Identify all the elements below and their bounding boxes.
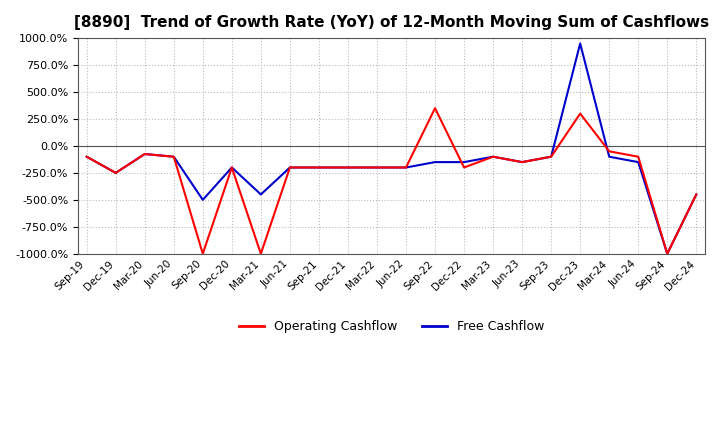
Free Cashflow [343,165,352,170]
Operating Cashflow [518,159,526,165]
Operating Cashflow [489,154,498,159]
Line: Operating Cashflow: Operating Cashflow [86,108,696,254]
Free Cashflow [546,154,555,159]
Free Cashflow [489,154,498,159]
Free Cashflow [256,192,265,197]
Operating Cashflow [663,251,672,257]
Operating Cashflow [460,165,469,170]
Operating Cashflow [169,154,178,159]
Free Cashflow [315,165,323,170]
Legend: Operating Cashflow, Free Cashflow: Operating Cashflow, Free Cashflow [233,315,549,338]
Free Cashflow [605,154,613,159]
Operating Cashflow [431,106,439,111]
Operating Cashflow [373,165,382,170]
Operating Cashflow [286,165,294,170]
Free Cashflow [199,197,207,202]
Operating Cashflow [343,165,352,170]
Operating Cashflow [256,251,265,257]
Free Cashflow [460,159,469,165]
Free Cashflow [169,154,178,159]
Free Cashflow [373,165,382,170]
Operating Cashflow [315,165,323,170]
Operating Cashflow [402,165,410,170]
Operating Cashflow [605,149,613,154]
Free Cashflow [663,251,672,257]
Operating Cashflow [546,154,555,159]
Free Cashflow [634,159,642,165]
Operating Cashflow [228,165,236,170]
Operating Cashflow [576,111,585,116]
Free Cashflow [692,192,701,197]
Line: Free Cashflow: Free Cashflow [86,44,696,254]
Operating Cashflow [199,251,207,257]
Free Cashflow [112,170,120,176]
Title: [8890]  Trend of Growth Rate (YoY) of 12-Month Moving Sum of Cashflows: [8890] Trend of Growth Rate (YoY) of 12-… [74,15,709,30]
Operating Cashflow [692,192,701,197]
Free Cashflow [140,151,149,157]
Free Cashflow [228,165,236,170]
Operating Cashflow [140,151,149,157]
Free Cashflow [576,41,585,46]
Free Cashflow [518,159,526,165]
Operating Cashflow [82,154,91,159]
Operating Cashflow [634,154,642,159]
Free Cashflow [402,165,410,170]
Operating Cashflow [112,170,120,176]
Free Cashflow [286,165,294,170]
Free Cashflow [431,159,439,165]
Free Cashflow [82,154,91,159]
